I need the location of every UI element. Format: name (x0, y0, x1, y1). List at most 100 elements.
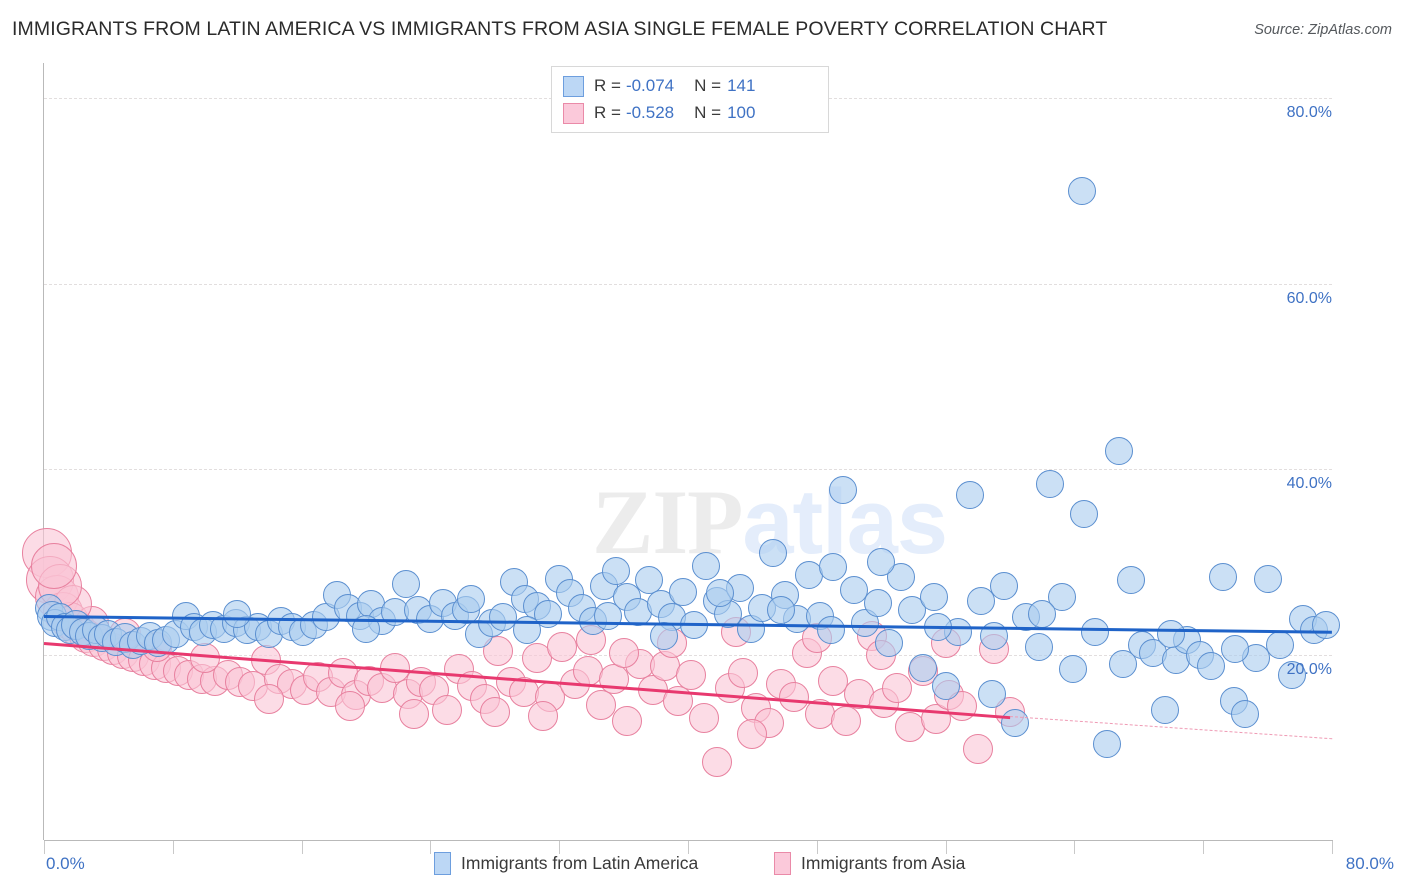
scatter-point (962, 734, 993, 765)
scatter-point (817, 616, 846, 645)
correlation-row-pink: R = -0.528 N = 100 (563, 100, 755, 126)
scatter-point (1157, 620, 1185, 649)
scatter-point (1024, 633, 1053, 662)
scatter-point (649, 622, 678, 650)
scatter-point (1028, 599, 1057, 628)
scatter-point (727, 658, 758, 689)
x-tick-10 (1332, 841, 1333, 854)
source-label: Source: ZipAtlas.com (1254, 22, 1392, 38)
scatter-point (513, 616, 541, 645)
scatter-point (586, 689, 617, 720)
y-tick-label-80: 80.0% (1286, 104, 1332, 122)
scatter-point (392, 570, 421, 599)
series-legend-asia[interactable]: Immigrants from Asia (774, 852, 965, 875)
scatter-point (431, 695, 462, 726)
x-tick-2 (301, 841, 303, 854)
scatter-point (989, 571, 1018, 600)
x-tick-9 (1203, 841, 1205, 854)
scatter-point (676, 659, 707, 690)
scatter-point (946, 691, 977, 722)
scatter-point (909, 653, 938, 682)
scatter-point (479, 697, 510, 728)
scatter-point (828, 475, 857, 504)
scatter-point (779, 682, 810, 713)
scatter-point (830, 706, 861, 737)
scatter-point (923, 612, 952, 641)
scatter-point (1000, 709, 1029, 738)
scatter-point (593, 601, 622, 630)
n-label-pink: N = (694, 103, 722, 122)
plot-area: ZIPatlas 20.0%40.0%60.0%80.0% Single Fem… (22, 63, 1340, 854)
scatter-point (1231, 699, 1260, 728)
scatter-point (663, 685, 694, 716)
x-tick-7 (945, 841, 947, 854)
scatter-point (886, 562, 915, 591)
legend-swatch-pink (563, 102, 584, 124)
x-axis-line (44, 840, 1333, 841)
y-tick-label-20: 20.0% (1286, 660, 1332, 678)
scatter-point (1253, 564, 1282, 593)
scatter-point (839, 575, 868, 604)
scatter-point (689, 702, 720, 733)
r-value-pink: -0.528 (625, 103, 675, 122)
y-tick-label-60: 60.0% (1286, 289, 1332, 307)
x-tick-6 (816, 841, 818, 854)
scatter-point (1197, 651, 1226, 680)
page-title: IMMIGRANTS FROM LATIN AMERICA VS IMMIGRA… (12, 18, 1108, 40)
scatter-point (737, 719, 768, 750)
r-value-blue: -0.074 (625, 76, 675, 95)
scatter-point (488, 603, 517, 632)
scatter-point (30, 542, 77, 589)
scatter-point (608, 637, 639, 668)
r-label-blue: R = (594, 76, 621, 95)
scatter-point (1150, 696, 1179, 725)
scatter-point (1266, 631, 1295, 660)
x-tick-0 (44, 841, 45, 854)
n-value-pink: 100 (727, 103, 756, 122)
scatter-point (843, 678, 874, 709)
correlation-legend: R = -0.074 N = 141 R = -0.528 N = 100 (551, 66, 829, 133)
scatter-point (1221, 634, 1250, 663)
scatter-point (882, 672, 913, 703)
scatter-point (706, 579, 735, 608)
scatter-point (1108, 649, 1137, 678)
scatter-point (931, 672, 960, 701)
scatter-point (701, 747, 732, 778)
scatter-point (399, 698, 430, 729)
n-label-blue: N = (694, 76, 722, 95)
scatter-point (1277, 660, 1306, 689)
scatter-point (979, 622, 1008, 650)
scatter-point (680, 610, 709, 639)
series-swatch-blue (434, 852, 451, 875)
scatter-point (611, 706, 642, 737)
scatter-point (1092, 729, 1121, 758)
series-label-latin-america: Immigrants from Latin America (461, 853, 699, 873)
scatter-point (1311, 610, 1340, 639)
scatter-point (1070, 499, 1099, 528)
scatter-point (1068, 176, 1097, 205)
x-axis-max-label: 80.0% (1345, 854, 1394, 873)
scatter-point (863, 588, 892, 617)
scatter-point (1081, 618, 1110, 647)
scatter-point (1036, 469, 1065, 498)
x-tick-1 (172, 841, 174, 854)
gridline-60 (44, 283, 1332, 285)
scatter-point (547, 632, 578, 663)
scatter-point (456, 584, 485, 613)
n-value-blue: 141 (727, 76, 756, 95)
legend-swatch-blue (563, 75, 584, 97)
scatter-point (1058, 655, 1087, 684)
x-tick-5 (688, 841, 689, 854)
scatter-point (223, 599, 252, 628)
scatter-point (380, 597, 409, 626)
gridline-40 (44, 469, 1332, 471)
scatter-point (635, 566, 664, 595)
scatter-point (334, 691, 365, 722)
scatter-point (897, 596, 926, 625)
scatter-point (867, 547, 896, 576)
scatter-point (379, 652, 410, 683)
scatter-point (691, 551, 720, 580)
series-legend-latin-america[interactable]: Immigrants from Latin America (434, 852, 698, 875)
x-tick-3 (430, 841, 432, 854)
scatter-point (1116, 566, 1145, 595)
